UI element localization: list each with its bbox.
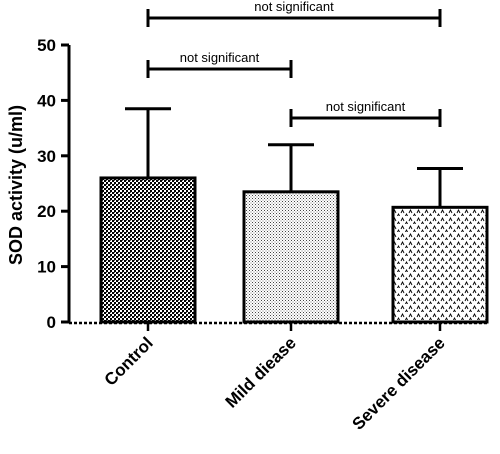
bar-control [99, 176, 197, 324]
y-tick-label: 10 [37, 258, 56, 277]
bar-severe-disease [391, 205, 489, 324]
x-category-label: Control [101, 333, 157, 389]
y-tick-label: 0 [47, 313, 56, 332]
significance-label: not significant [254, 0, 334, 14]
y-axis-title: SOD activity (u/ml) [6, 105, 26, 265]
y-tick-label: 30 [37, 147, 56, 166]
bar-mild-diease [242, 190, 340, 324]
x-category-label: Mild diease [222, 333, 300, 411]
y-tick-label: 50 [37, 36, 56, 55]
x-category-label: Severe disease [348, 333, 448, 433]
significance-label: not significant [326, 99, 406, 114]
y-tick-label: 20 [37, 202, 56, 221]
significance-label: not significant [180, 50, 260, 65]
y-tick-label: 40 [37, 91, 56, 110]
